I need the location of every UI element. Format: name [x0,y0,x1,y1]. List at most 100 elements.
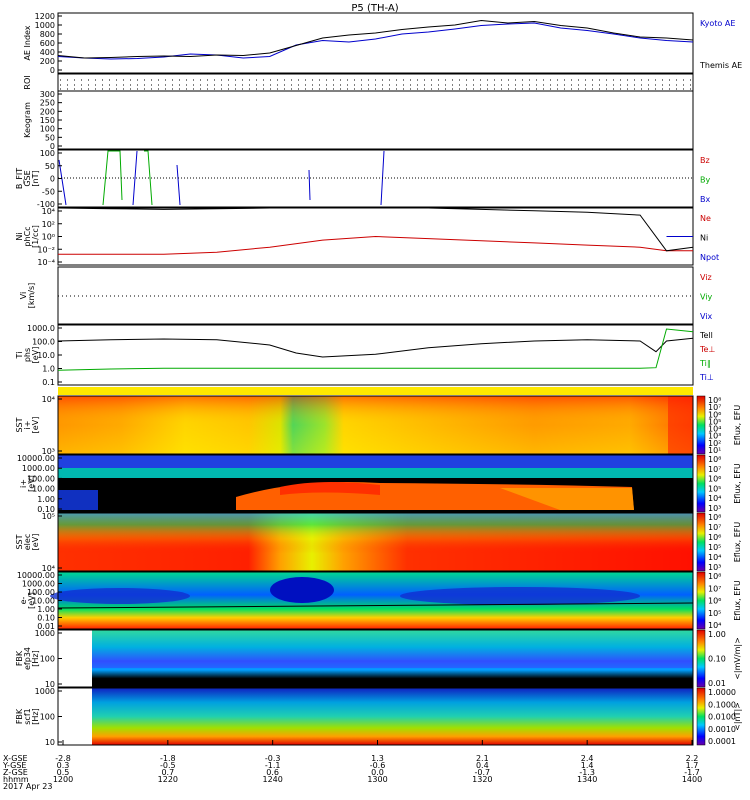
footer-value: 1340 [577,775,597,784]
colorbar-tick-label: 10⁵ [708,484,721,493]
colorbar-tick-label: 10⁸ [708,455,721,464]
legend-entry: Ti∥ [699,359,711,368]
footer-value: 1.7 [686,761,699,770]
sst-elec-spectrogram [57,512,694,572]
colorbar-tick-label: 10⁴ [708,553,721,562]
bfit-traces [58,150,693,206]
colorbar-tick-label: 0.01 [708,679,726,688]
y-tick-label: 10⁴ [42,207,55,216]
footer-value: -1.8 [160,754,176,763]
y-axis-label: [eV] [31,534,40,551]
y-axis-label: [eV] [31,417,40,434]
footer-row-label: Z-GSE [3,768,28,777]
y-tick-label: 1000 [35,21,55,30]
y-tick-label: 1000 [35,629,55,638]
y-axis-label: e- [19,596,28,604]
colorbar-esa-elec [696,571,706,630]
y-tick-label: 1000.0 [27,324,55,333]
y-tick-label: 10.00 [32,597,55,606]
footer-value: 0.4 [476,761,489,770]
colorbar-sst-elec [696,512,706,572]
colorbar-tick-label: 10⁷ [708,584,721,593]
colorbar-tick-label: 10⁷ [708,465,721,474]
footer-value: 1200 [53,775,73,784]
colorbar-tick-label: 10⁶ [708,597,721,606]
y-tick-label: -50 [42,187,55,196]
y-tick-label: 10⁰ [42,233,55,242]
y-axis-label: B_FIT [15,168,24,189]
colorbar-tick-label: 0.10 [708,655,726,664]
y-axis-label: ROI [23,75,32,89]
footer-value: 1300 [367,775,387,784]
y-tick-label: 10⁻⁴ [37,258,55,267]
y-tick-label: 10000.00 [17,454,55,463]
ae-frame [57,12,694,74]
legend-entry: Tell [699,331,713,340]
series-line [57,22,694,60]
y-tick-label: 10³ [42,447,55,456]
y-axis-label: phCc [23,226,32,246]
bfit-by-trace [102,150,153,206]
colorbar-label: Eflux, EFU [733,580,742,621]
y-tick-label: 100.00 [27,588,55,597]
y-tick-label: 10⁵ [42,512,55,521]
y-axis-label: scf1 [23,708,32,724]
ti-series-group [57,328,694,371]
y-tick-label: 10 [45,680,55,689]
footer-value: -1.1 [265,761,281,770]
y-axis-label: phs [23,348,32,362]
y-axis-label: AE Index [23,25,32,60]
y-tick-label: 0.1 [42,378,55,387]
colorbar-label: <|mV/m|> [733,637,742,680]
y-tick-label: 100.00 [27,474,55,483]
fbk-e-spectrogram [57,629,694,688]
y-tick-label: 10 [45,738,55,747]
axis-labels: AE Index ROI Keogram B_FIT GSE [nT] Ni phCc [1/c… [15,25,40,725]
bfit-bx-trace [58,150,385,206]
legend-entry: Vix [700,312,713,321]
colorbar-tick-label: 0.0001 [708,737,736,746]
y-tick-label: 10.0 [37,351,55,360]
y-tick-label: 100 [40,125,55,134]
y-tick-label: 0.10 [37,614,55,623]
y-axis-label: [1/cc] [31,225,40,248]
y-axis-label: Vi [19,292,28,300]
series-line [57,19,694,59]
y-tick-label: 150 [40,116,55,125]
legend-entry: Te⊥ [699,345,715,354]
colorbar-tick-label: 10⁸ [708,396,721,405]
y-tick-label: 10⁴ [42,395,55,404]
footer-value: 2.2 [686,754,699,763]
y-tick-label: 1000.00 [22,580,55,589]
y-axis-label: elec [23,534,32,550]
y-axis-label: FBK [15,708,24,724]
footer-value: -0.6 [370,761,386,770]
colorbar-tick-label: 10⁴ [708,494,721,503]
footer-row-label: Y-GSE [2,761,26,770]
series-line [58,235,693,255]
colorbar-tick-label: 10³ [708,563,721,572]
colorbar-tick-label: 0.1000 [708,700,736,709]
colorbar-label: Eflux, EFU [733,522,742,563]
y-axis-label: [km/s] [27,283,36,309]
footer-value: -1.7 [684,768,700,777]
colorbar-tick-label: 10⁵ [708,609,721,618]
y-axis-label: Ni [15,232,24,240]
footer-row-label: 2017 Apr 23 [3,782,52,791]
colorbar-tick-label: 0.0100 [708,713,736,722]
ae-series-group [57,19,694,60]
colorbar-tick-label: 10⁴ [708,425,721,434]
y-tick-label: 0.01 [37,622,55,631]
y-tick-label: 800 [40,30,55,39]
colorbar-tick-label: 1.0000 [708,688,736,697]
footer-value: -0.3 [265,754,281,763]
footer-value: -0.7 [475,768,491,777]
footer-value: 1220 [158,775,178,784]
footer-value: -0.5 [160,761,176,770]
fbk-b-spectrogram [57,687,694,746]
y-axis-label: [eV] [31,347,40,364]
footer-value: 1320 [472,775,492,784]
